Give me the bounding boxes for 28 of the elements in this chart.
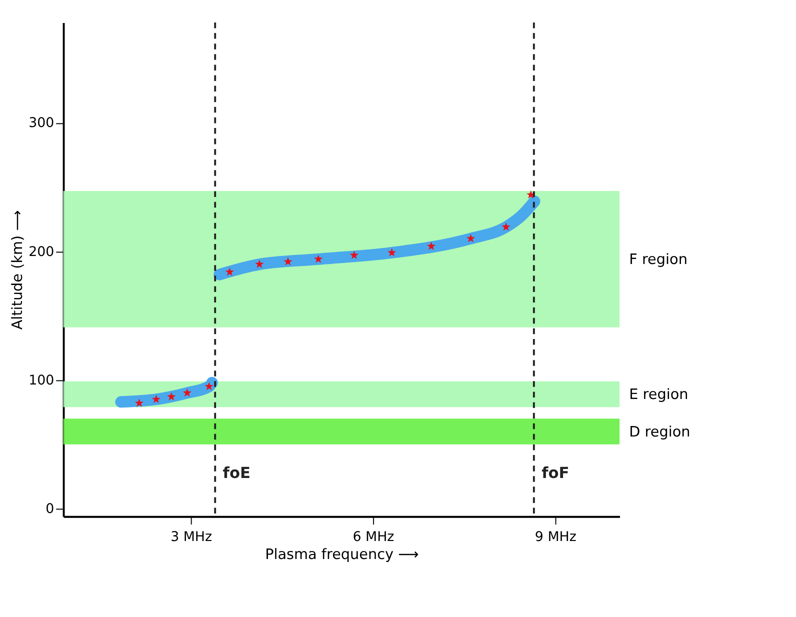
- band-label: D region: [629, 424, 690, 440]
- x-tick-label: 3 MHz: [170, 530, 212, 545]
- point: [134, 398, 144, 407]
- point: [255, 260, 264, 268]
- point: [387, 248, 396, 256]
- band-label: E region: [629, 387, 688, 403]
- x-tick-label: 9 MHz: [534, 530, 576, 545]
- point: [502, 222, 510, 231]
- x-tick-label: 6 MHz: [352, 530, 394, 545]
- point: [314, 254, 323, 263]
- y-tick-label: 0: [46, 502, 54, 517]
- point: [152, 394, 161, 404]
- point: [182, 388, 192, 397]
- y-tick-label: 300: [28, 116, 54, 132]
- point: [426, 242, 436, 250]
- point: [350, 250, 358, 259]
- point: [225, 267, 234, 276]
- point: [204, 382, 214, 390]
- point: [466, 234, 476, 242]
- band-label: F region: [629, 252, 688, 268]
- y-axis-title: Altitude (km) ⟶: [10, 210, 26, 330]
- x-axis-title: Plasma frequency ⟶: [265, 547, 419, 564]
- point: [167, 392, 176, 400]
- point: [284, 257, 292, 266]
- y-tick-label: 200: [28, 244, 54, 260]
- y-tick-label: 100: [28, 373, 54, 388]
- ref-line-label: foE: [222, 464, 250, 482]
- ref-line-label: foF: [542, 464, 570, 482]
